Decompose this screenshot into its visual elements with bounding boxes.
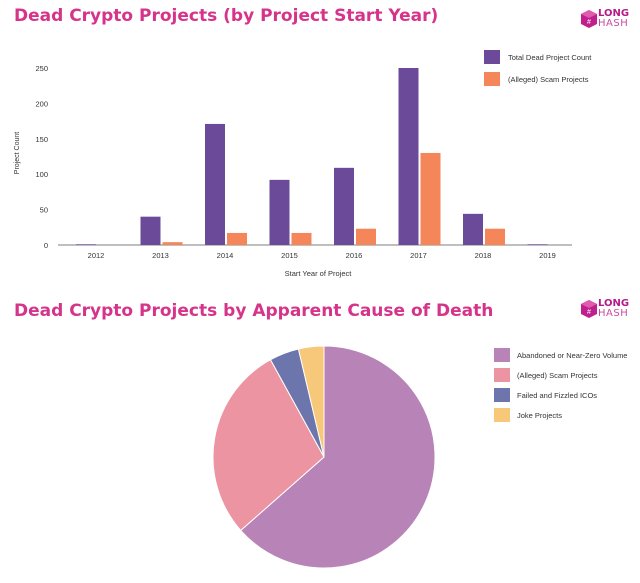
bar-scam	[421, 153, 441, 245]
x-tick-label: 2013	[152, 251, 169, 260]
pie-slice	[213, 360, 324, 531]
bar-scam	[485, 229, 505, 245]
bar-total	[205, 124, 225, 245]
legend-swatch	[494, 408, 510, 422]
bar-scam	[292, 233, 312, 245]
x-tick-label: 2018	[475, 251, 492, 260]
bar-chart: 0 50 100 150 200 250 2012 2013 2014 2015 2016 2017 2…	[0, 0, 640, 290]
x-tick-label: 2019	[539, 251, 556, 260]
y-tick-label: 0	[44, 241, 48, 250]
bar-total	[399, 68, 419, 245]
legend-label: (Alleged) Scam Projects	[508, 75, 589, 84]
y-tick-label: 100	[35, 170, 48, 179]
x-tick-label: 2014	[217, 251, 234, 260]
longhash-logo: # LONG HASH	[578, 296, 634, 324]
legend-label: (Alleged) Scam Projects	[517, 371, 598, 380]
legend-swatch	[494, 368, 510, 382]
legend-label: Total Dead Project Count	[508, 53, 592, 62]
legend-label: Joke Projects	[517, 411, 562, 420]
bar-total	[463, 214, 483, 245]
bar-total	[141, 217, 161, 245]
bar-scam	[163, 242, 183, 245]
bar-total	[528, 244, 548, 245]
bar-scam	[356, 229, 376, 245]
legend-label: Abandoned or Near-Zero Volume	[517, 351, 627, 360]
y-tick-label: 250	[35, 64, 48, 73]
y-axis-label: Project Count	[14, 132, 21, 174]
bar-scam	[227, 233, 247, 245]
legend-swatch	[494, 388, 510, 402]
legend-swatch	[484, 72, 500, 86]
x-axis-label: Start Year of Project	[285, 269, 353, 278]
legend-label: Failed and Fizzled ICOs	[517, 391, 597, 400]
x-tick-label: 2012	[88, 251, 105, 260]
x-tick-label: 2017	[410, 251, 427, 260]
bar-total	[76, 244, 96, 245]
x-tick-label: 2016	[346, 251, 363, 260]
y-tick-label: 200	[35, 99, 48, 108]
legend-swatch	[484, 50, 500, 64]
pie-slice	[271, 349, 324, 457]
cube-icon: #	[580, 299, 598, 319]
pie-slice	[298, 346, 324, 457]
pie-chart-title: Dead Crypto Projects by Apparent Cause o…	[14, 301, 493, 321]
y-tick-label: 50	[40, 206, 48, 215]
svg-text:#: #	[587, 309, 591, 316]
bar-total	[270, 180, 290, 245]
y-tick-label: 150	[35, 135, 48, 144]
bar-total	[334, 168, 354, 245]
logo-line-2: HASH	[598, 309, 628, 319]
x-tick-label: 2015	[281, 251, 298, 260]
legend-swatch	[494, 348, 510, 362]
pie-slice	[241, 346, 435, 568]
